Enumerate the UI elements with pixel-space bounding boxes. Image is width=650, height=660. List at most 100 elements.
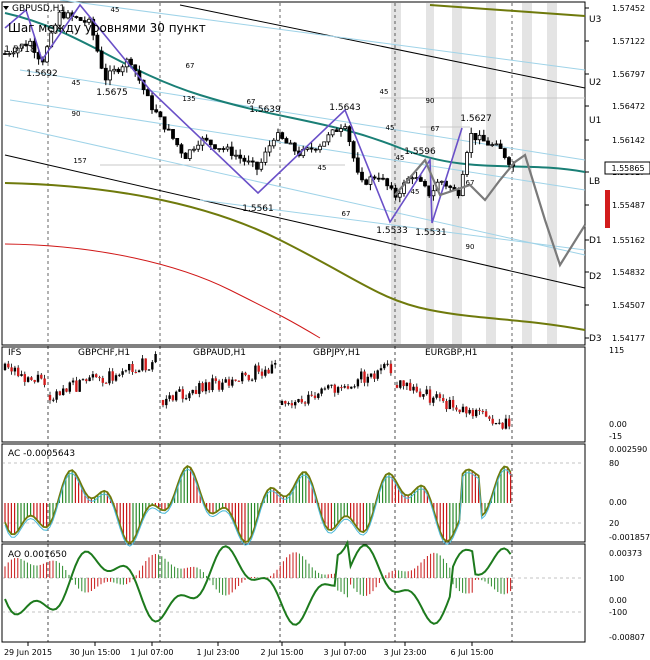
ifs-candle	[227, 379, 231, 386]
candle	[234, 149, 238, 160]
ifs-candle	[161, 400, 165, 406]
candle-body	[32, 40, 37, 53]
candle-body	[74, 16, 79, 18]
candle-body	[292, 142, 297, 152]
ac-scale-label: -0.001857	[609, 533, 650, 542]
ifs-candle	[231, 379, 234, 386]
candle-body	[334, 129, 339, 132]
candle	[288, 139, 293, 145]
ifs-candle	[425, 389, 428, 395]
candle	[221, 146, 226, 153]
ifs-candle	[379, 368, 383, 371]
ifs-candle	[26, 377, 30, 382]
candle	[175, 138, 180, 147]
candle	[448, 184, 453, 192]
time-axis-label: 2 Jul 15:00	[261, 648, 304, 657]
ifs-candle	[389, 363, 393, 374]
ifs-candle	[369, 373, 373, 377]
level-label: D2	[589, 272, 602, 282]
time-axis-label: 3 Jul 23:00	[384, 648, 427, 657]
candle-body	[381, 177, 385, 180]
candle-body	[158, 111, 163, 118]
ifs-candle	[488, 416, 491, 419]
ifs-candle	[451, 399, 455, 408]
candle	[82, 16, 87, 27]
ifs-candle	[475, 409, 478, 417]
fib-label: 67	[186, 62, 195, 70]
ao-scale-label: 0.00373	[609, 549, 642, 558]
candle-body	[271, 139, 276, 147]
candle	[318, 143, 322, 153]
candle	[355, 152, 360, 175]
channel-inner	[59, 0, 586, 71]
candle-body	[28, 40, 33, 46]
candle-body	[326, 134, 331, 143]
candle	[53, 23, 58, 34]
time-axis-label: 1 Jul 07:00	[131, 648, 174, 657]
ifs-candle	[287, 403, 290, 405]
ifs-candle	[20, 374, 23, 376]
candle	[368, 173, 373, 191]
ifs-candle	[68, 382, 71, 392]
candle-body	[305, 147, 310, 150]
candle	[305, 146, 310, 152]
candle-body	[347, 126, 352, 143]
candle-body	[19, 43, 24, 49]
ifs-scale-label: 115	[609, 346, 624, 355]
ac-signal-line	[4, 465, 512, 545]
channel-inner	[9, 99, 586, 191]
candle	[385, 177, 390, 191]
ifs-candle	[284, 400, 287, 404]
candle-body	[217, 148, 222, 150]
candle-body	[376, 177, 381, 180]
ifs-candle	[95, 374, 98, 378]
candle-body	[410, 177, 415, 180]
ifs-candle	[442, 398, 445, 402]
candle-body	[267, 145, 272, 153]
candle	[11, 47, 16, 58]
candle-body	[7, 53, 12, 55]
candle-body	[389, 185, 394, 189]
level-label: D3	[589, 334, 602, 344]
price-axis-label: 1.56142	[612, 136, 645, 145]
ifs-pair-label: GBPJPY,H1	[313, 348, 360, 358]
ifs-candle	[290, 403, 294, 406]
price-axis-label: 1.57122	[612, 37, 645, 46]
ifs-candle	[409, 382, 412, 391]
candle	[431, 184, 436, 201]
fib-label: 67	[247, 98, 256, 106]
fib-label: 67	[342, 210, 351, 218]
candle-body	[234, 154, 238, 157]
ifs-candle	[412, 386, 415, 391]
ao-scale-label: -100	[609, 608, 627, 617]
candle-body	[477, 134, 482, 141]
candle	[213, 144, 217, 150]
ac-scale-label: 80	[609, 459, 619, 468]
ifs-candle	[151, 362, 154, 370]
ifs-candle	[165, 398, 168, 406]
candle-body	[284, 138, 289, 144]
candle-body	[3, 53, 7, 55]
ifs-candle	[274, 363, 277, 365]
candle	[120, 64, 125, 76]
candle-body	[99, 50, 104, 69]
ifs-candle	[360, 371, 363, 380]
ifs-candle	[428, 389, 432, 403]
ifs-candle	[461, 406, 465, 413]
channel-inner	[199, 199, 586, 251]
shade-band	[452, 3, 462, 344]
ifs-candle	[201, 383, 204, 392]
ifs-candle	[55, 391, 58, 400]
ifs-candle	[343, 386, 346, 388]
ifs-candle	[317, 393, 320, 398]
candle-body	[179, 144, 184, 154]
candle	[246, 155, 251, 165]
ifs-candle	[333, 384, 336, 393]
ifs-candle	[373, 373, 376, 379]
ao-scale-label: 100	[609, 574, 624, 583]
candle	[19, 43, 24, 52]
candle	[347, 125, 352, 147]
candle	[481, 129, 486, 142]
candle	[486, 137, 490, 146]
